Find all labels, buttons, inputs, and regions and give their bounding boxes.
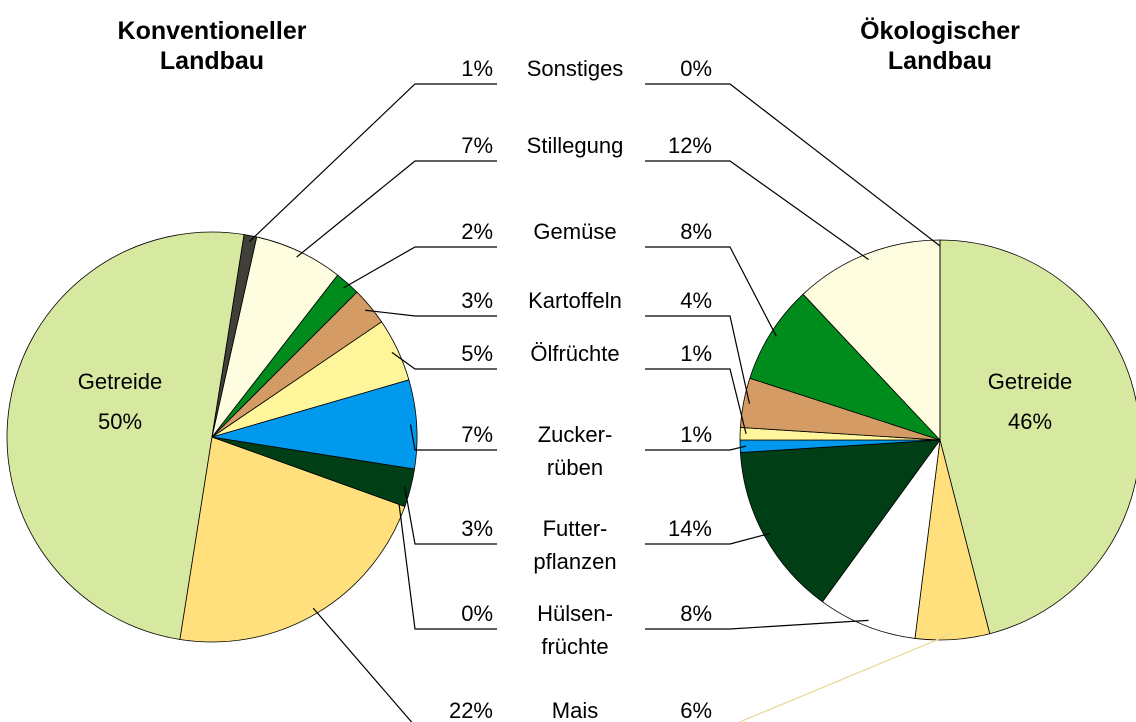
category-label: Ölfrüchte	[530, 341, 619, 366]
category-label: Stillegung	[527, 133, 624, 158]
leader-line	[645, 445, 747, 451]
slice-label: Getreide	[78, 369, 162, 394]
value-label: 6%	[680, 698, 712, 722]
pie-slice	[939, 239, 1136, 635]
leader-line	[296, 160, 497, 258]
value-label: 8%	[680, 219, 712, 244]
category-label: Gemüse	[533, 219, 616, 244]
category-label: Hülsen-früchte	[537, 601, 613, 659]
category-label: Futter-pflanzen	[533, 516, 616, 574]
slice-value-label: 50%	[98, 409, 142, 434]
value-label: 3%	[461, 516, 493, 541]
value-label: 1%	[680, 422, 712, 447]
category-label: Zucker-rüben	[538, 422, 613, 480]
pie-title: Ökologischer Landbau	[860, 16, 1020, 75]
pie-slice	[802, 239, 941, 442]
category-label: Kartoffeln	[528, 288, 622, 313]
pie-title: Konventioneller Landbau	[118, 17, 307, 75]
leader-line	[645, 619, 869, 630]
leader-line	[645, 83, 941, 247]
slice-label: Getreide	[988, 369, 1072, 394]
value-label: 5%	[461, 341, 493, 366]
leader-line	[645, 160, 869, 261]
pie-slice	[179, 436, 406, 643]
value-label: 1%	[680, 341, 712, 366]
value-label: 0%	[680, 56, 712, 81]
pie-slice	[739, 439, 941, 603]
value-label: 2%	[461, 219, 493, 244]
value-label: 22%	[449, 698, 493, 722]
value-label: 3%	[461, 288, 493, 313]
leader-line	[645, 532, 771, 545]
pie-slice	[6, 231, 245, 640]
value-label: 7%	[461, 133, 493, 158]
leader-line	[645, 368, 747, 435]
leader-line	[312, 607, 413, 722]
leader-line	[738, 633, 953, 722]
pie-slice	[821, 439, 941, 639]
pie-slice	[211, 234, 258, 438]
leader-line	[404, 486, 497, 545]
value-label: 7%	[461, 422, 493, 447]
leader-line	[365, 309, 497, 317]
leader-line	[409, 424, 497, 451]
value-label: 12%	[668, 133, 712, 158]
leader-line	[398, 504, 497, 630]
leader-line	[391, 351, 497, 370]
leader-line	[645, 246, 777, 337]
leader-line	[645, 315, 751, 404]
value-label: 4%	[680, 288, 712, 313]
value-label: 14%	[668, 516, 712, 541]
value-label: 1%	[461, 56, 493, 81]
category-label: Sonstiges	[527, 56, 624, 81]
leader-line	[248, 83, 497, 243]
value-label: 0%	[461, 601, 493, 626]
slice-value-label: 46%	[1008, 409, 1052, 434]
leader-line	[343, 246, 497, 289]
pie-slice	[749, 293, 941, 441]
category-label: Mais	[552, 698, 598, 722]
value-label: 8%	[680, 601, 712, 626]
